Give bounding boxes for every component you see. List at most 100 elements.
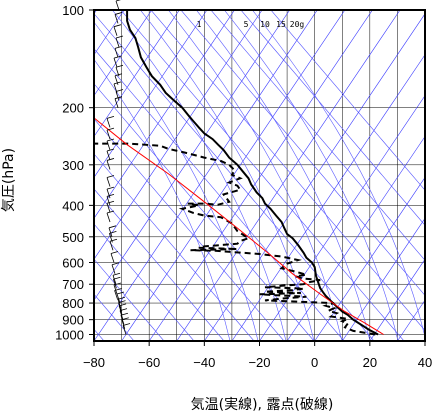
moist-adiabat-line: [223, 10, 399, 341]
barb-staff: [113, 26, 118, 36]
x-axis-title: 気温(実線), 露点(破線): [191, 397, 334, 412]
barb-flag: [118, 300, 126, 303]
barb-flag: [113, 24, 122, 28]
dry-adiabat-line: [180, 10, 425, 296]
wind-barb: [114, 12, 123, 24]
wind-barb: [114, 46, 123, 58]
barb-flag: [120, 312, 129, 316]
barb-flag: [111, 262, 120, 266]
isotherm-line: [94, 10, 235, 219]
wind-barb: [121, 317, 129, 329]
y-tick-label: 600: [62, 256, 84, 271]
wind-barbs: [106, 0, 131, 335]
moist-adiabat-line: [167, 10, 343, 341]
dry-adiabat-line: [94, 118, 285, 341]
x-tick-label: 20: [363, 355, 377, 370]
dry-adiabat-line: [94, 13, 375, 341]
barb-staff: [115, 91, 120, 101]
barb-staff: [114, 290, 118, 300]
barb-staff: [106, 189, 111, 199]
barb-flag: [119, 308, 128, 312]
barb-flag: [109, 238, 118, 242]
moist-adiabat-lines: [94, 10, 425, 341]
wind-barb: [106, 186, 115, 199]
barb-flag: [118, 303, 127, 307]
y-tick-label: 900: [62, 313, 84, 328]
wind-barb: [114, 96, 123, 108]
barb-flag: [112, 272, 121, 276]
y-tick-label: 1000: [55, 328, 84, 343]
wind-barb: [113, 276, 121, 289]
barb-staff: [106, 177, 111, 187]
dry-adiabat-lines: [94, 10, 425, 341]
mixing-ratio-label: 1: [197, 20, 202, 29]
y-axis-title: 気圧(hPa): [1, 148, 17, 212]
barb-staff: [106, 130, 111, 140]
wind-barb: [106, 115, 115, 128]
isotherm-lines: [94, 10, 425, 341]
barb-staff: [106, 212, 111, 223]
isotherm-line: [94, 10, 318, 341]
moist-adiabat-line: [195, 10, 371, 341]
wind-barb: [115, 0, 121, 11]
barb-flag: [106, 148, 115, 152]
wind-barb: [110, 251, 119, 263]
profile-series: [94, 10, 384, 336]
dry-adiabat-line: [94, 48, 345, 341]
barb-flag: [115, 64, 124, 68]
barb-flag: [110, 251, 119, 254]
barb-flag: [114, 288, 122, 291]
barb-flag: [115, 0, 121, 2]
x-axis: −80 −60 −40 −20 0 20 40: [83, 341, 432, 370]
barb-staff: [113, 284, 118, 295]
barb-staff: [115, 37, 120, 48]
x-tick-label: −60: [138, 355, 160, 370]
barb-staff: [111, 264, 116, 274]
wind-barb: [106, 127, 115, 140]
barb-staff: [122, 325, 127, 335]
isotherm-line: [94, 10, 263, 260]
barb-flag: [114, 46, 123, 49]
wind-barb: [106, 158, 115, 170]
barb-staff: [115, 0, 120, 11]
isotherm-line: [204, 13, 425, 341]
barb-flag: [121, 317, 129, 321]
mixing-ratio-labels: 1 5 10 15 20g: [197, 20, 305, 29]
wind-barb: [106, 175, 115, 187]
barb-staff: [106, 160, 111, 170]
wind-barb: [106, 210, 115, 223]
barb-staff: [113, 58, 118, 68]
wind-barb: [113, 24, 122, 36]
barb-staff: [114, 98, 119, 108]
isotherm-line: [397, 299, 425, 341]
isotherm-line: [148, 10, 373, 341]
wind-barb: [112, 272, 121, 285]
barb-staff: [106, 196, 111, 206]
barb-flag: [113, 282, 122, 286]
isotherm-line: [369, 258, 425, 341]
isotherm-line: [121, 10, 346, 341]
isotherm-line: [424, 340, 425, 341]
moist-adiabat-line: [251, 10, 425, 339]
y-tick-label: 800: [62, 296, 84, 311]
x-tick-label: 0: [311, 355, 318, 370]
barb-flag: [114, 73, 123, 77]
barb-flag: [113, 81, 122, 85]
wind-barb: [122, 323, 131, 335]
barb-flag: [122, 323, 131, 326]
isotherm-line: [286, 135, 425, 341]
barb-flag: [115, 35, 124, 39]
isotherm-line: [94, 10, 208, 178]
wind-barb: [117, 296, 126, 309]
barb-flag: [106, 158, 115, 161]
barb-staff: [106, 203, 111, 213]
isotherm-line: [94, 10, 180, 138]
mixing-ratio-label: 20g: [290, 20, 305, 29]
dry-adiabat-line: [94, 223, 195, 341]
moist-adiabat-line: [94, 21, 259, 341]
y-tick-label: 500: [62, 230, 84, 245]
x-tick-label: −40: [193, 355, 215, 370]
barb-flag: [114, 12, 123, 15]
dry-adiabat-line: [94, 188, 225, 341]
